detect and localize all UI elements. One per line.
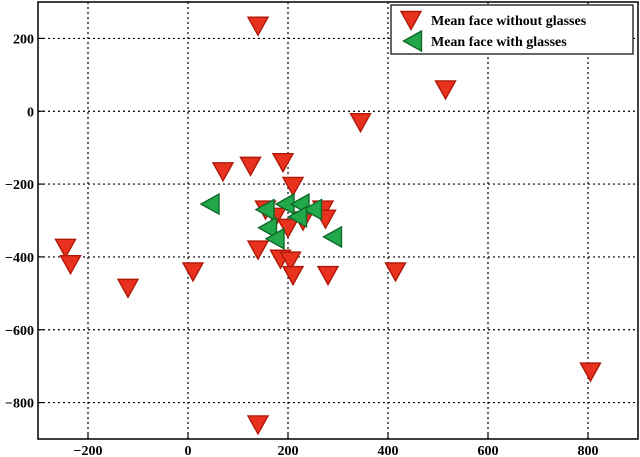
grid xyxy=(38,2,638,439)
x-tick-label: −200 xyxy=(74,444,103,457)
y-tick-label: −800 xyxy=(5,397,34,412)
data-point xyxy=(316,265,340,287)
data-point xyxy=(116,278,140,299)
legend-label-without-glasses: Mean face without glasses xyxy=(431,14,587,29)
data-point xyxy=(59,255,82,276)
data-point xyxy=(254,198,275,221)
x-tick-label: 400 xyxy=(378,444,399,457)
data-point xyxy=(264,227,285,250)
y-tick-label: 0 xyxy=(27,105,34,120)
data-point xyxy=(279,251,302,272)
series-0 xyxy=(54,16,602,436)
data-point xyxy=(246,415,270,436)
legend-label-with-glasses: Mean face with glasses xyxy=(431,35,567,50)
data-point xyxy=(349,112,372,134)
data-point xyxy=(384,262,407,283)
data-point xyxy=(211,162,235,183)
x-tick-label: 800 xyxy=(578,444,599,457)
data-point xyxy=(579,362,602,383)
legend-marker-without-glasses xyxy=(399,10,423,31)
data-point xyxy=(239,156,262,177)
axis-ticks: −200 0 200 400 600 800 200 0 −200 −400 −600 −800 xyxy=(5,32,598,457)
x-tick-label: 200 xyxy=(278,444,299,457)
legend-marker-with-glasses xyxy=(402,29,423,53)
data-point xyxy=(199,192,220,216)
y-tick-label: −400 xyxy=(5,251,34,266)
data-point xyxy=(246,16,270,37)
data-point xyxy=(271,153,295,174)
data-point xyxy=(181,262,205,283)
legend: Mean face without glasses Mean face with… xyxy=(390,4,634,55)
y-tick-label: −600 xyxy=(5,324,34,339)
data-point xyxy=(287,205,308,229)
data-point xyxy=(434,80,457,101)
data-point xyxy=(322,225,343,249)
x-tick-label: 0 xyxy=(185,444,192,457)
data-point xyxy=(54,238,77,259)
plot-frame xyxy=(37,1,639,440)
data-point xyxy=(281,265,305,287)
data-point xyxy=(246,240,270,261)
x-tick-label: 600 xyxy=(478,444,499,457)
y-tick-label: −200 xyxy=(5,178,34,193)
data-point xyxy=(302,198,323,221)
data-point xyxy=(276,218,300,239)
legend-box xyxy=(390,4,634,55)
series-1 xyxy=(199,192,343,250)
data-point xyxy=(281,176,305,197)
y-tick-label: 200 xyxy=(13,32,34,47)
data-series xyxy=(54,16,602,436)
data-point xyxy=(257,216,278,239)
